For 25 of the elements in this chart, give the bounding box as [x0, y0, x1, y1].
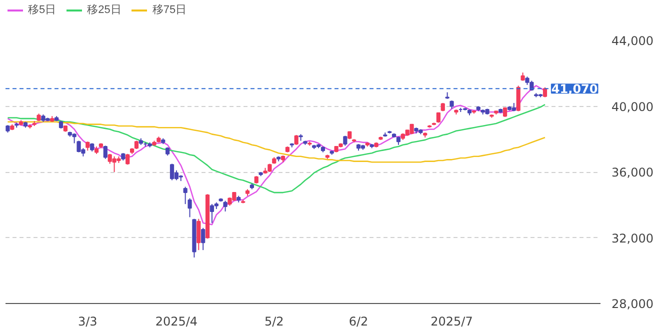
x-tick-label: 2025/7 — [430, 314, 473, 328]
line-series — [7, 85, 546, 226]
x-tick-label: 5/2 — [264, 314, 284, 328]
y-tick-label: 32,000 — [612, 231, 654, 246]
x-tick-label: 2025/4 — [155, 314, 198, 328]
x-tick-label: 6/2 — [348, 314, 368, 328]
legend-label: 移5日 — [28, 3, 56, 17]
candlestick — [210, 204, 214, 224]
candlestick — [86, 141, 90, 152]
y-tick-label: 28,000 — [612, 297, 654, 311]
legend-label: 移25日 — [87, 3, 122, 17]
x-tick-label: 3/3 — [78, 314, 98, 328]
candlestick — [201, 227, 206, 251]
y-tick-label: 40,000 — [612, 100, 654, 114]
candlestick — [170, 163, 174, 181]
y-tick-label: 44,000 — [612, 34, 654, 48]
candlestick — [223, 200, 228, 212]
y-tick-label: 36,000 — [612, 166, 654, 180]
candlestick — [502, 107, 508, 118]
line-series — [7, 104, 546, 194]
candlestick — [294, 134, 298, 146]
candlestick — [196, 218, 201, 251]
candlestick — [103, 145, 108, 160]
legend-label: 移75日 — [152, 3, 187, 17]
ref-line-label: 41,070 — [551, 82, 598, 96]
